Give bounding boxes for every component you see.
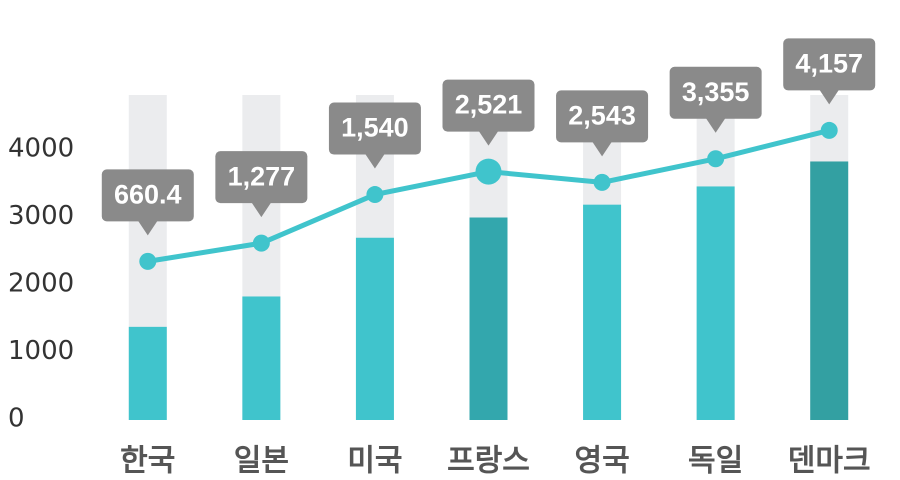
- callout-pointer: [478, 130, 499, 146]
- y-tick-label: 2000: [8, 269, 74, 299]
- data-label: 1,277: [228, 161, 296, 191]
- data-label: 3,355: [682, 77, 750, 107]
- callout-box: [669, 66, 762, 119]
- line-point: [139, 252, 157, 270]
- callout: 2,521: [442, 79, 535, 146]
- data-label: 2,521: [455, 90, 523, 120]
- bar: [355, 237, 394, 420]
- callout-pointer: [819, 89, 840, 105]
- x-axis: 한국 일본 미국 프랑스 영국 독일 덴마크: [120, 444, 870, 479]
- y-axis: 0 1000 2000 3000 4000: [8, 134, 74, 434]
- data-label: 660.4: [114, 180, 182, 210]
- y-tick-label: 0: [8, 404, 25, 434]
- data-label: 4,157: [795, 49, 863, 79]
- line-point: [707, 150, 725, 168]
- x-tick-label: 미국: [347, 444, 402, 479]
- callout: 3,355: [669, 66, 762, 133]
- x-tick-label: 독일: [688, 444, 743, 479]
- callout-pointer: [251, 202, 272, 218]
- callout: 1,540: [328, 102, 421, 169]
- x-tick-label: 프랑스: [447, 444, 530, 479]
- callout-pointer: [592, 141, 613, 157]
- line-series: [139, 121, 838, 270]
- bars: [128, 161, 849, 420]
- callout: 2,543: [556, 90, 649, 157]
- x-tick-label: 영국: [574, 444, 629, 479]
- bar: [469, 217, 508, 420]
- callout-pointer: [137, 220, 158, 236]
- y-tick-label: 4000: [8, 134, 74, 164]
- x-tick-label: 한국: [120, 444, 175, 479]
- line-point: [252, 234, 270, 252]
- data-label: 2,543: [568, 101, 636, 131]
- line-point: [820, 121, 838, 139]
- y-tick-label: 1000: [8, 336, 74, 366]
- callout-box: [215, 151, 308, 204]
- callout-box: [101, 169, 194, 222]
- callouts: 660.4 1,277 1,540 2,521 2,543 3,355 4,157: [101, 38, 876, 236]
- bar: [696, 186, 735, 420]
- line-point: [366, 186, 384, 204]
- callout-pointer: [364, 153, 385, 169]
- callout-box: [442, 79, 535, 132]
- callout-box: [783, 38, 876, 91]
- x-tick-label: 일본: [234, 444, 289, 479]
- line-point: [593, 173, 611, 191]
- x-tick-label: 덴마크: [788, 444, 871, 479]
- callout: 1,277: [215, 151, 308, 218]
- bar: [242, 296, 281, 420]
- data-label: 1,540: [341, 113, 409, 143]
- callout: 660.4: [101, 169, 194, 236]
- bar: [128, 326, 167, 420]
- bar: [810, 161, 849, 420]
- callout-box: [556, 90, 649, 143]
- y-tick-label: 3000: [8, 201, 74, 231]
- callout-pointer: [705, 117, 726, 133]
- callout-box: [328, 102, 421, 155]
- bar: [583, 204, 622, 420]
- callout: 4,157: [783, 38, 876, 105]
- line-point-highlight: [475, 158, 502, 185]
